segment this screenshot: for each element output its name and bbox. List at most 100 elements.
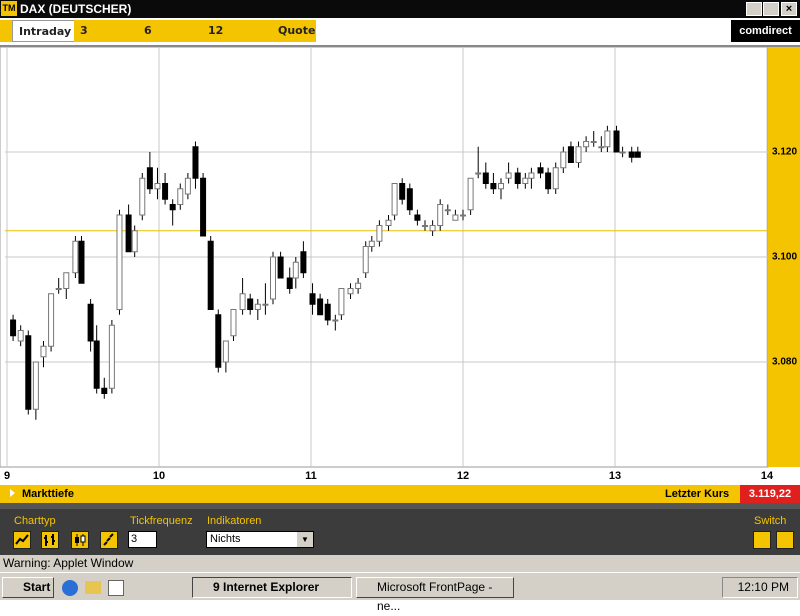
candle-body (490, 183, 497, 190)
candle-body (247, 298, 254, 310)
candle-body (48, 293, 55, 347)
candle-body (567, 146, 574, 163)
candle-body (406, 188, 413, 211)
candle-body (93, 340, 100, 389)
minimize-button[interactable] (746, 2, 762, 16)
x-tick-label: 12 (457, 470, 469, 482)
candle-body (230, 309, 237, 337)
tick-frequency-label: Tickfrequenz (130, 515, 193, 527)
candle-body (362, 246, 369, 274)
candle-body (207, 240, 214, 310)
candle-body (146, 167, 153, 190)
y-axis-strip (768, 47, 800, 467)
candle-body (613, 130, 620, 153)
x-tick-label: 13 (609, 470, 621, 482)
tab-spacer (0, 20, 12, 42)
candle-body (239, 293, 246, 310)
candle-body (376, 225, 383, 242)
candle-body (628, 151, 635, 158)
x-tick-label: 14 (761, 470, 774, 482)
candle-body (87, 303, 94, 342)
maximize-button[interactable] (763, 2, 779, 16)
chart-type-button[interactable] (71, 531, 89, 549)
app-icon: TM (1, 1, 17, 16)
candle-body (192, 146, 199, 179)
candle-body (101, 387, 108, 394)
chart-type-button[interactable] (13, 531, 31, 549)
y-tick-label: 3.100 (772, 252, 797, 263)
separator (0, 45, 800, 47)
candle-body (385, 219, 392, 226)
y-tick-label: 3.080 (772, 357, 797, 368)
depth-link[interactable]: Markttiefe (22, 488, 74, 500)
candle-body (154, 183, 161, 190)
taskbar-item[interactable]: Microsoft FrontPage - ne... (356, 577, 514, 613)
close-button[interactable]: × (781, 2, 797, 16)
start-button[interactable]: Start (2, 577, 54, 598)
switch-button[interactable] (776, 531, 794, 549)
logo: comdirect (731, 20, 800, 42)
candle-body (347, 288, 354, 295)
candle-body (63, 272, 70, 289)
tab[interactable]: 3 Monate (74, 20, 138, 59)
candle-body (317, 298, 324, 316)
candle-body (545, 172, 552, 190)
candle-body (200, 177, 207, 237)
candle-body (498, 183, 504, 190)
candle-body (560, 151, 567, 169)
candle-body (575, 146, 582, 163)
candle-body (292, 261, 299, 279)
switch-label: Switch (754, 515, 787, 527)
icon (103, 533, 114, 546)
tab[interactable]: 12 Monate (202, 20, 272, 59)
candle-body (634, 151, 641, 158)
chart: 3.080 3.100 3.120 9 10 11 12 13 14 (0, 47, 800, 482)
ie-icon[interactable] (62, 580, 78, 596)
last-price-label: Letzter Kurs (665, 488, 730, 500)
candle-body (399, 183, 406, 200)
candle-body (184, 177, 191, 195)
icon (75, 534, 86, 546)
tab[interactable]: Quote (272, 20, 316, 42)
x-tick-label: 10 (153, 470, 165, 482)
candle-body (514, 172, 521, 184)
candle-body (270, 256, 276, 300)
taskbar-item[interactable]: 9 Internet Explorer (192, 577, 352, 598)
expand-icon[interactable] (10, 489, 15, 497)
candle-body (619, 151, 626, 154)
candle-body (528, 172, 535, 179)
candle-body (139, 177, 146, 216)
chart-type-button[interactable] (41, 531, 59, 549)
candle-body (414, 214, 421, 221)
title-bar (0, 0, 800, 18)
tab[interactable]: 6 Monate (138, 20, 202, 59)
candle-body (598, 146, 605, 149)
candle-body (338, 288, 345, 316)
tab[interactable]: Intraday (12, 20, 79, 42)
info-bar (0, 485, 800, 503)
folder-icon[interactable] (85, 581, 101, 594)
candle-body (215, 314, 222, 368)
candle-body (590, 141, 597, 143)
indicators-label: Indikatoren (207, 515, 262, 527)
candle-body (169, 204, 176, 211)
chart-icon[interactable] (108, 580, 124, 596)
candle-body (25, 335, 32, 410)
candle-body (429, 225, 436, 232)
switch-button[interactable] (753, 531, 771, 549)
dropdown-arrow[interactable]: ▼ (297, 532, 313, 547)
icon (44, 534, 55, 546)
candle-body (482, 172, 489, 184)
chart-type-button[interactable] (100, 531, 118, 549)
candle-body (162, 183, 169, 200)
candle-body (467, 177, 474, 211)
candle-body (324, 303, 331, 321)
candle-body (286, 277, 293, 289)
indicator-select[interactable]: Nichts (206, 531, 314, 548)
tick-frequency-input[interactable]: 3 (128, 531, 157, 548)
x-tick-label: 11 (305, 470, 317, 482)
candle-body (10, 319, 17, 337)
window-title: DAX (DEUTSCHER) (20, 2, 132, 16)
control-panel (0, 503, 800, 555)
